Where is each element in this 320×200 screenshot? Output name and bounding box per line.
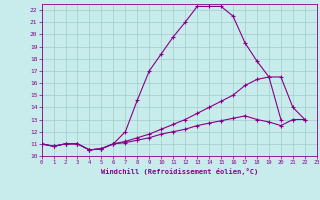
X-axis label: Windchill (Refroidissement éolien,°C): Windchill (Refroidissement éolien,°C) xyxy=(100,168,258,175)
